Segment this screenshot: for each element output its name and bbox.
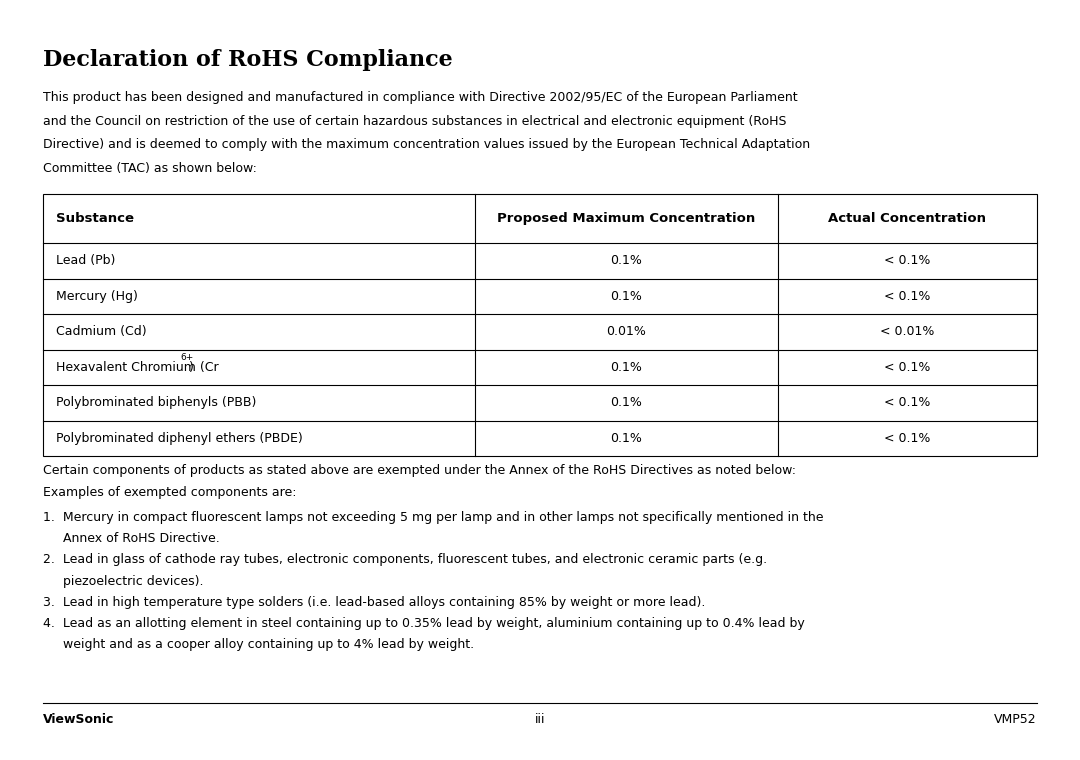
Text: 3.  Lead in high temperature type solders (i.e. lead-based alloys containing 85%: 3. Lead in high temperature type solders… <box>43 596 705 609</box>
Text: < 0.01%: < 0.01% <box>880 325 934 338</box>
Text: Polybrominated diphenyl ethers (PBDE): Polybrominated diphenyl ethers (PBDE) <box>56 432 302 445</box>
Text: 0.1%: 0.1% <box>610 290 643 303</box>
Text: piezoelectric devices).: piezoelectric devices). <box>43 575 204 587</box>
Bar <box>43 194 1037 456</box>
Text: 0.1%: 0.1% <box>610 432 643 445</box>
Text: Declaration of RoHS Compliance: Declaration of RoHS Compliance <box>43 49 453 71</box>
Text: weight and as a cooper alloy containing up to 4% lead by weight.: weight and as a cooper alloy containing … <box>43 638 474 651</box>
Text: VMP52: VMP52 <box>995 713 1037 726</box>
Text: 6+: 6+ <box>180 353 193 362</box>
Text: < 0.1%: < 0.1% <box>885 290 930 303</box>
Text: ViewSonic: ViewSonic <box>43 713 114 726</box>
Text: 0.1%: 0.1% <box>610 396 643 410</box>
Text: 4.  Lead as an allotting element in steel containing up to 0.35% lead by weight,: 4. Lead as an allotting element in steel… <box>43 617 805 630</box>
Text: Annex of RoHS Directive.: Annex of RoHS Directive. <box>43 532 220 545</box>
Text: iii: iii <box>535 713 545 726</box>
Text: < 0.1%: < 0.1% <box>885 361 930 374</box>
Text: This product has been designed and manufactured in compliance with Directive 200: This product has been designed and manuf… <box>43 91 798 104</box>
Text: Hexavalent Chromium (Cr: Hexavalent Chromium (Cr <box>56 361 219 374</box>
Text: ): ) <box>189 361 193 374</box>
Text: 2.  Lead in glass of cathode ray tubes, electronic components, fluorescent tubes: 2. Lead in glass of cathode ray tubes, e… <box>43 553 767 566</box>
Text: 0.1%: 0.1% <box>610 255 643 268</box>
Text: 0.01%: 0.01% <box>607 325 646 338</box>
Text: Proposed Maximum Concentration: Proposed Maximum Concentration <box>497 212 756 225</box>
Text: < 0.1%: < 0.1% <box>885 432 930 445</box>
Text: Mercury (Hg): Mercury (Hg) <box>56 290 138 303</box>
Text: Certain components of products as stated above are exempted under the Annex of t: Certain components of products as stated… <box>43 464 796 477</box>
Text: Actual Concentration: Actual Concentration <box>828 212 986 225</box>
Text: 1.  Mercury in compact fluorescent lamps not exceeding 5 mg per lamp and in othe: 1. Mercury in compact fluorescent lamps … <box>43 511 824 524</box>
Text: Substance: Substance <box>56 212 134 225</box>
Text: < 0.1%: < 0.1% <box>885 396 930 410</box>
Text: Lead (Pb): Lead (Pb) <box>56 255 116 268</box>
Text: and the Council on restriction of the use of certain hazardous substances in ele: and the Council on restriction of the us… <box>43 115 786 128</box>
Text: Committee (TAC) as shown below:: Committee (TAC) as shown below: <box>43 162 257 175</box>
Text: < 0.1%: < 0.1% <box>885 255 930 268</box>
Text: Polybrominated biphenyls (PBB): Polybrominated biphenyls (PBB) <box>56 396 257 410</box>
Text: Examples of exempted components are:: Examples of exempted components are: <box>43 486 297 499</box>
Text: Cadmium (Cd): Cadmium (Cd) <box>56 325 147 338</box>
Text: Directive) and is deemed to comply with the maximum concentration values issued : Directive) and is deemed to comply with … <box>43 138 810 151</box>
Text: 0.1%: 0.1% <box>610 361 643 374</box>
